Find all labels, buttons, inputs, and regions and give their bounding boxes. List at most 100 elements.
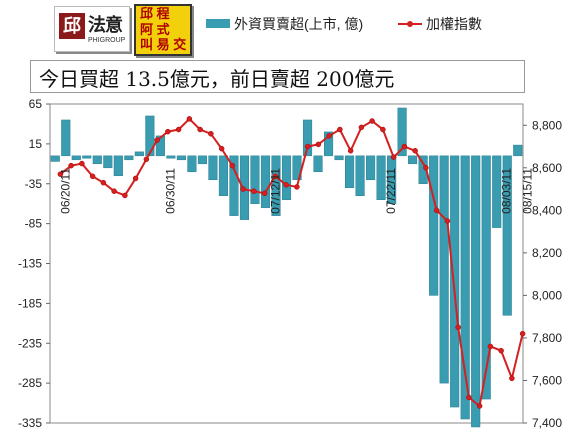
bar [197,155,207,165]
phigroup-logo: 邱 法意 PHIGROUP [54,6,130,52]
index-point [326,133,332,139]
index-point [433,207,440,214]
bar [145,115,155,157]
index-point [390,154,397,160]
phigroup-logo-subtext: PHIGROUP [88,37,126,44]
program-trading-logo: 邱 程 阿 式 叫 易 交 [134,4,192,56]
bar [492,155,502,228]
index-point [57,171,64,177]
index-point [68,162,74,169]
left-tick-label: -135 [18,257,42,271]
index-point [175,126,182,133]
legend-bar-swatch [206,19,230,28]
program-logo-line1: 邱 程 [140,6,170,21]
index-point [412,148,418,154]
bar [334,155,344,161]
index-point [132,175,139,182]
index-point [251,188,257,194]
index-point [304,143,311,150]
bar [92,155,102,165]
index-point [347,148,354,154]
bar [439,155,449,384]
bar [155,135,165,157]
index-point [186,116,193,122]
index-point [100,179,107,186]
legend-line-marker [407,21,413,27]
index-point [337,126,343,133]
bar [450,155,460,408]
bar [313,155,323,173]
index-point [498,347,504,354]
program-logo-line2: 阿 式 [140,22,170,37]
right-tick-label: 7,600 [532,373,562,387]
index-point [455,324,461,331]
x-tick-label: 06/20/11 [58,168,72,214]
index-point [218,145,225,152]
index-point [401,143,408,150]
bar [71,155,81,161]
x-tick-label: 06/30/11 [163,168,177,214]
index-point [261,190,268,197]
bar [250,155,260,204]
right-tick-label: 7,400 [532,416,562,430]
right-tick-label: 8,800 [532,118,562,132]
bar [355,155,365,196]
chart-axes [46,103,527,424]
bar [281,155,292,200]
bar [229,155,239,216]
axis-labels: 65 15 -35 -85 -135 -185 -235 -285 -335 8,800 8,600… [18,97,562,430]
bar [429,155,439,296]
bar [271,155,281,216]
bar [397,107,407,157]
program-logo-line3: 叫 易 交 [140,37,187,52]
left-tick-label: -335 [18,416,42,430]
phigroup-logo-text: 法意 [88,15,123,35]
headline-box: 今日買超 13.5億元，前日賣超 200億元 [30,60,525,93]
left-tick-label: -85 [25,217,43,231]
bar [61,119,71,157]
x-tick-label: 07/12/11 [268,168,282,214]
index-point [208,131,214,137]
index-point [315,141,322,148]
index-point [369,118,375,124]
right-tick-label: 7,800 [532,331,562,345]
left-tick-label: -285 [18,376,42,390]
index-point [294,184,300,190]
index-point [197,126,203,133]
bar [124,155,134,161]
left-tick-label: 15 [29,137,43,151]
bar [323,131,334,157]
bar [208,155,218,181]
index-point [240,186,246,192]
bar-series [50,107,523,428]
index-point [423,165,429,171]
index-point [283,182,289,188]
bar [82,155,92,159]
left-tick-label: -185 [18,296,42,310]
index-point [509,375,515,382]
legend-bar-label: 外資買賣超(上市, 億) [234,16,364,32]
bar [134,151,144,157]
bar [103,155,113,169]
headline-text: 今日買超 13.5億元，前日賣超 200億元 [39,67,395,91]
right-tick-label: 8,000 [532,288,562,302]
x-tick-label: 08/15/11 [521,168,535,214]
bar [481,155,491,400]
right-tick-label: 8,600 [532,161,562,175]
index-point [165,128,171,135]
bar [113,155,123,177]
line-series [57,116,526,409]
index-point [154,137,160,143]
x-tick-label: 07/22/11 [384,168,398,214]
left-tick-label: 65 [29,97,43,111]
index-point [487,343,494,350]
index-point [143,156,150,163]
phigroup-logo-mark: 邱 [59,13,85,39]
left-tick-label: -235 [18,336,42,350]
x-tick-label: 08/03/11 [500,168,514,214]
bar [218,155,228,196]
bar [408,155,418,165]
index-point [229,162,236,169]
bar [50,155,60,162]
